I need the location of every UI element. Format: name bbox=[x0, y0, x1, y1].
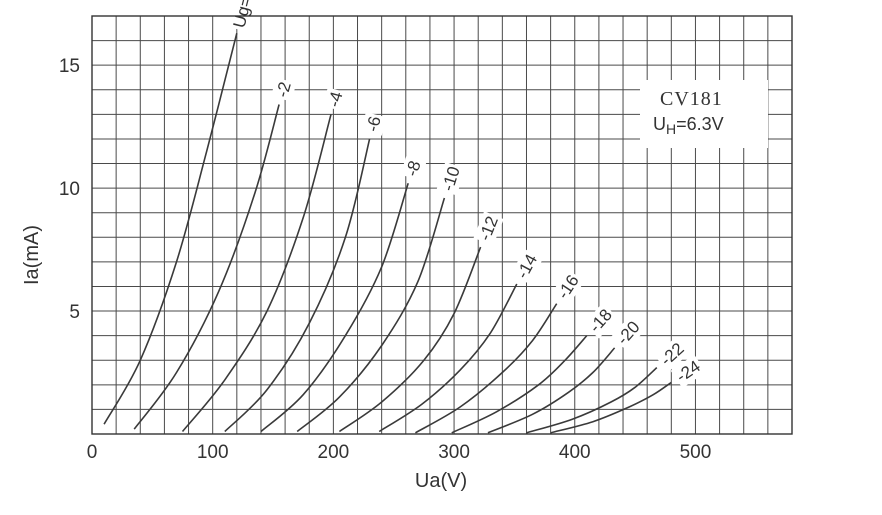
x-tick-label: 400 bbox=[559, 442, 591, 463]
curve-label-group: -6 bbox=[361, 112, 387, 136]
info-box-background bbox=[640, 80, 768, 148]
curve-label: -2 bbox=[273, 80, 295, 100]
curve-label-background bbox=[473, 211, 504, 246]
curve-label-group: -2 bbox=[271, 77, 297, 102]
plate-curves bbox=[103, 33, 672, 434]
plate-curve bbox=[487, 347, 616, 434]
plate-curve bbox=[550, 381, 672, 434]
plate-curve bbox=[103, 33, 238, 425]
curve-label-group: -4 bbox=[322, 87, 349, 112]
x-tick-label: 100 bbox=[197, 442, 229, 463]
curve-label-background bbox=[322, 87, 349, 112]
plate-curve bbox=[378, 283, 518, 433]
curve-label-background bbox=[611, 315, 646, 351]
heater-voltage: UH=6.3V bbox=[653, 114, 724, 137]
x-tick-label: 300 bbox=[438, 442, 470, 463]
tube-info-box: CV181 UH=6.3V bbox=[640, 80, 768, 148]
plate-curve bbox=[415, 303, 558, 434]
plate-curve bbox=[338, 246, 482, 433]
curve-label-background bbox=[654, 336, 690, 372]
curve-label-background bbox=[670, 354, 707, 389]
tube-type: CV181 bbox=[660, 88, 723, 110]
plate-curve bbox=[260, 182, 409, 433]
curve-label-background bbox=[510, 248, 543, 284]
curve-label-background bbox=[361, 112, 387, 136]
x-tick-label: 0 bbox=[87, 442, 98, 463]
heater-voltage-subscript: H bbox=[666, 121, 676, 137]
curve-label: -4 bbox=[324, 90, 346, 110]
chart-frame bbox=[91, 15, 793, 435]
heater-voltage-prefix: U bbox=[653, 114, 666, 134]
chart-grid bbox=[92, 16, 792, 434]
y-axis-label: Ia(mA) bbox=[21, 225, 43, 285]
curve-label: -8 bbox=[402, 158, 425, 178]
x-axis-label: Ua(V) bbox=[415, 470, 467, 492]
plate-curve bbox=[296, 197, 446, 433]
tick-labels: 0 100 200 300 400 500 5 10 15 bbox=[59, 56, 711, 463]
plate-curve bbox=[181, 114, 332, 433]
curve-label-background bbox=[400, 156, 427, 181]
curve-label-background bbox=[436, 161, 466, 196]
curve-label: -6 bbox=[363, 114, 385, 133]
plate-curve bbox=[451, 335, 588, 434]
y-tick-label: 10 bbox=[59, 179, 80, 200]
plate-curve bbox=[224, 138, 371, 433]
curve-label-background bbox=[551, 269, 585, 305]
curve-label-background bbox=[228, 0, 263, 33]
curve-label-background bbox=[583, 303, 618, 339]
plate-curve bbox=[133, 104, 280, 430]
x-tick-label: 200 bbox=[318, 442, 350, 463]
curve-label-background bbox=[271, 77, 297, 102]
heater-voltage-value: =6.3V bbox=[676, 114, 724, 134]
y-tick-label: 5 bbox=[69, 302, 80, 323]
x-tick-label: 500 bbox=[680, 442, 712, 463]
y-tick-label: 15 bbox=[59, 56, 80, 77]
plate-curve bbox=[526, 367, 658, 434]
curve-label-group: -8 bbox=[400, 156, 427, 181]
